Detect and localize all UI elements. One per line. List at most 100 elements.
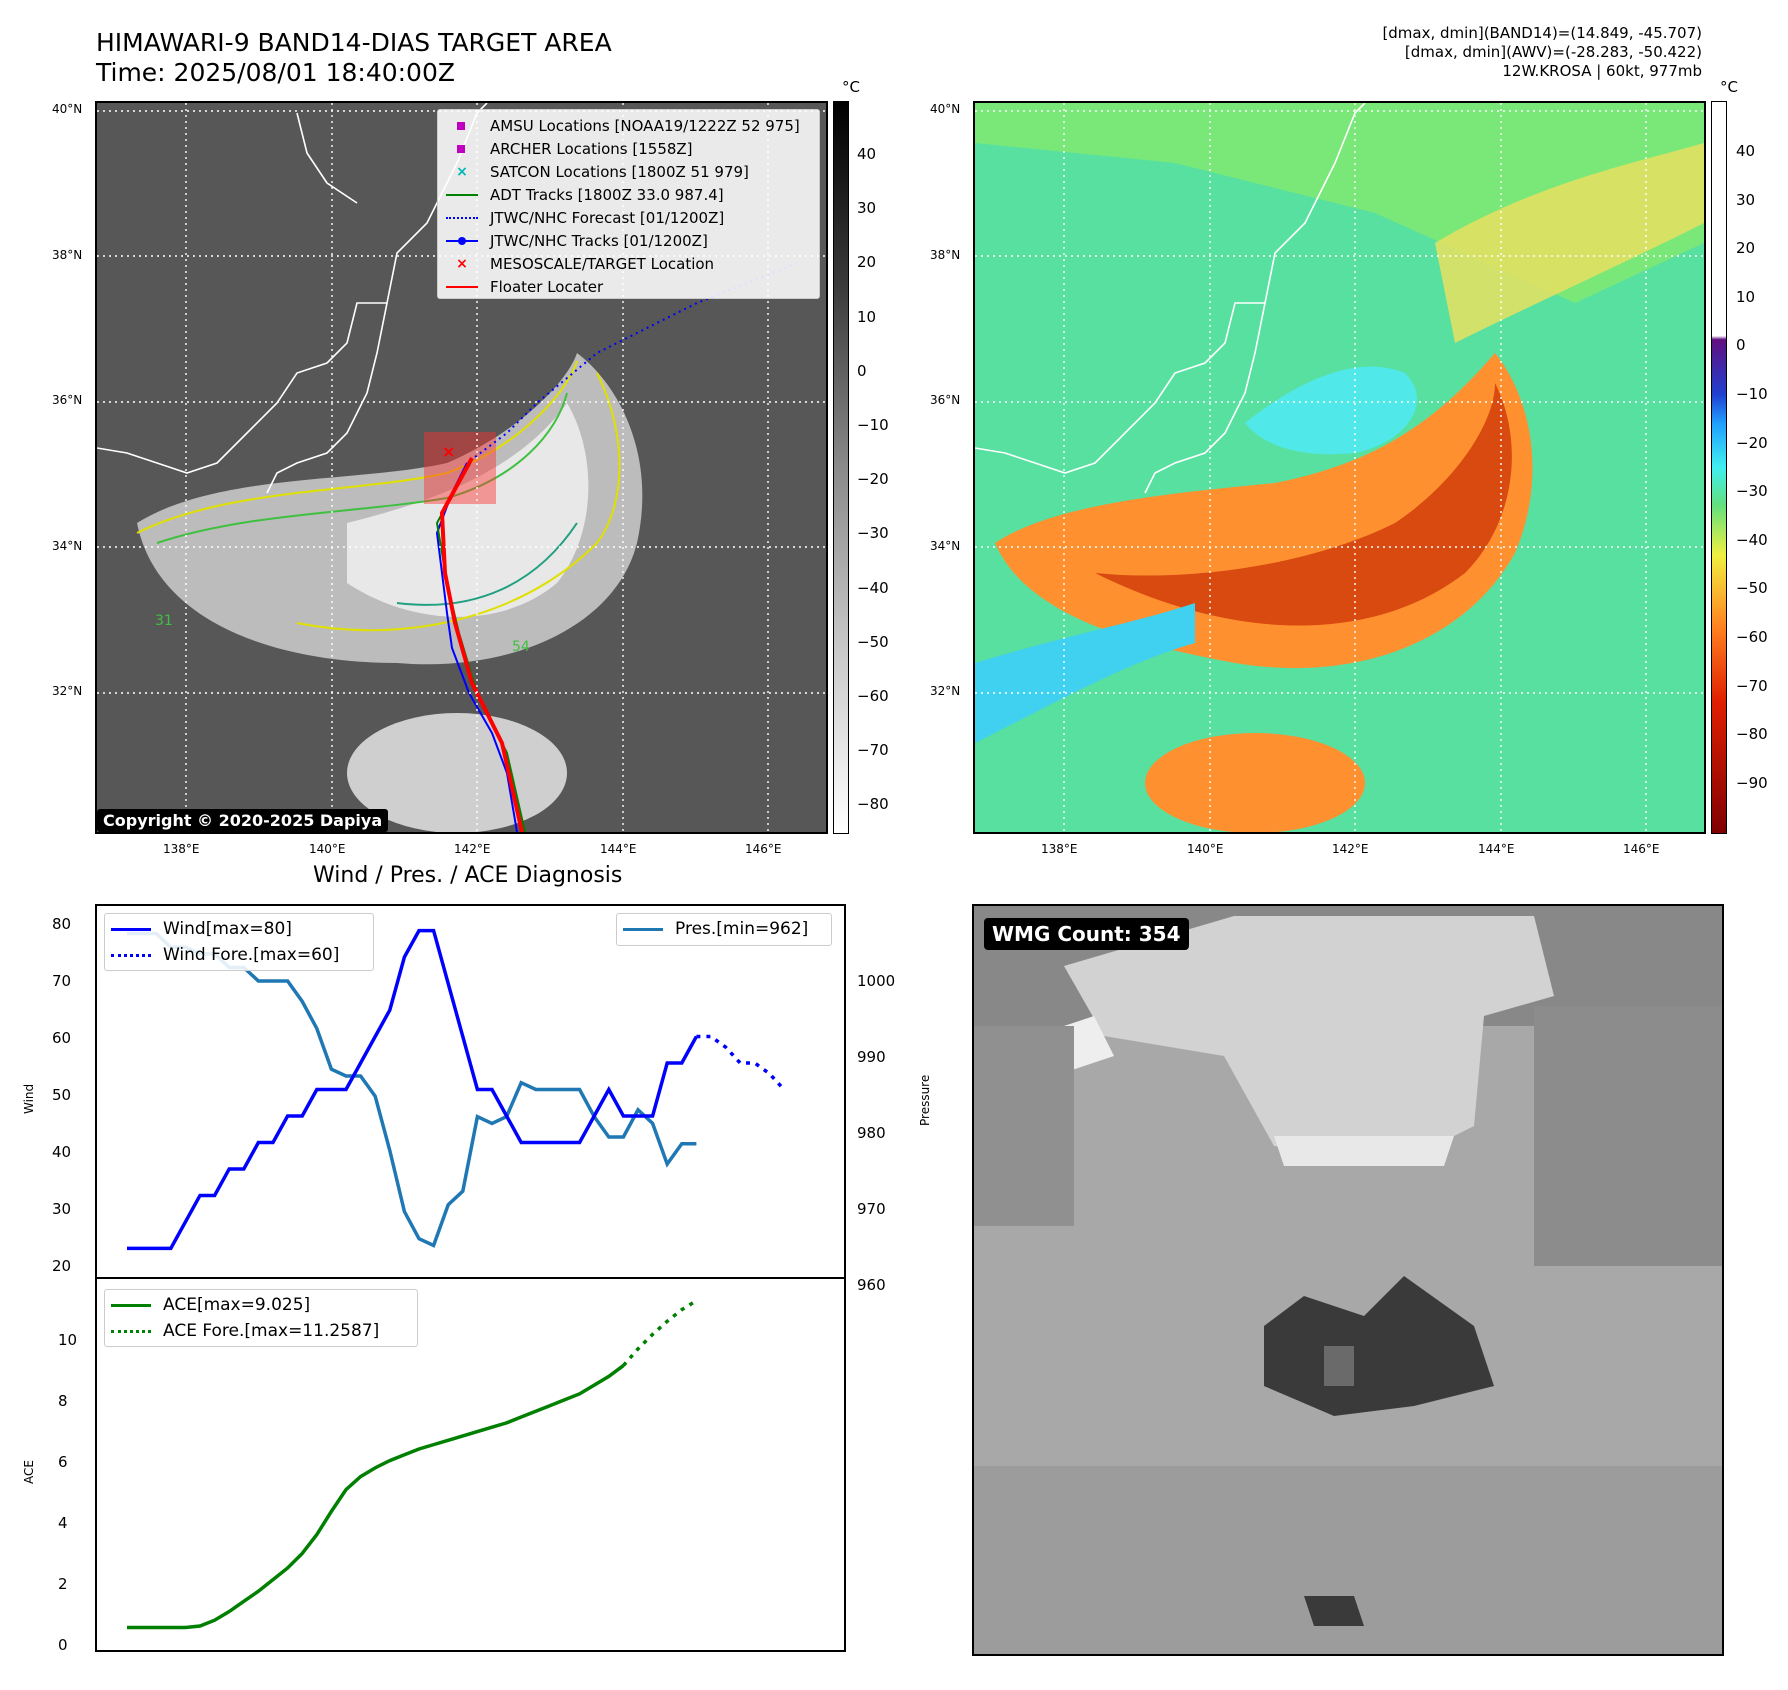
awv-colorbar-tick-5: −10 xyxy=(1736,385,1768,403)
awv-colorbar-tick-4: 0 xyxy=(1736,336,1746,355)
wmg-eye-region xyxy=(1264,1276,1494,1416)
dotted-line-icon xyxy=(111,948,151,962)
awv-south-convection xyxy=(1145,733,1365,832)
legend-satcon: × SATCON Locations [1800Z 51 979] xyxy=(446,160,811,183)
wind-axis-tick-1: 70 xyxy=(52,972,72,990)
x-icon: × xyxy=(456,163,468,180)
ir-lon-142: 142°E xyxy=(454,842,491,856)
wind-axis-tick-6: 20 xyxy=(52,1257,72,1275)
line-icon xyxy=(446,280,478,294)
awv-inner-band xyxy=(1095,383,1512,626)
pressure-axis-tick-2: 980 xyxy=(857,1124,886,1142)
ir-lon-146: 146°E xyxy=(745,842,782,856)
wind-ylabel-wrap: Wind xyxy=(22,1084,42,1132)
target-location-marker: × xyxy=(442,442,455,461)
awv-lon-144: 144°E xyxy=(1478,842,1515,856)
square-icon xyxy=(446,119,478,133)
awv-colorbar-tick-9: −50 xyxy=(1736,579,1768,598)
jtwc-forecast-track xyxy=(466,262,798,464)
ir-lat-40: 40°N xyxy=(52,102,83,116)
ir-lat-38: 38°N xyxy=(52,248,83,262)
awv-lat-36: 36°N xyxy=(930,393,961,407)
legend-ace: ACE[max=9.025] xyxy=(111,1292,411,1318)
coastline-honshu xyxy=(97,302,388,494)
legend-ace-fore-label: ACE Fore.[max=11.2587] xyxy=(163,1321,380,1341)
awv-jet-band xyxy=(1435,143,1704,343)
awv-colorbar-tick-10: −60 xyxy=(1736,628,1768,646)
awv-colorbar-tick-3: 10 xyxy=(1736,287,1756,306)
awv-moist-streak xyxy=(975,603,1195,743)
legend-wind-label: Wind[max=80] xyxy=(163,919,292,939)
jtwc-best-track xyxy=(435,462,518,832)
ace-axis-tick-5: 0 xyxy=(58,1636,68,1654)
wind-series-line xyxy=(127,928,698,1251)
contour-label-31: 31 xyxy=(155,613,173,629)
legend-jtwc-forecast: JTWC/NHC Forecast [01/1200Z] xyxy=(446,206,811,229)
legend-target-label: MESOSCALE/TARGET Location xyxy=(490,254,715,273)
wmg-panel: WMG Count: 354 xyxy=(972,904,1724,1656)
wmg-eye-center xyxy=(1324,1346,1354,1386)
awv-lat-40: 40°N xyxy=(930,102,961,116)
ir-lon-140: 140°E xyxy=(309,842,346,856)
awv-colorbar-tick-13: −90 xyxy=(1736,773,1768,792)
ir-colorbar-tick-7: −30 xyxy=(857,524,889,543)
wmg-right-dark xyxy=(1534,1006,1722,1266)
floater-track xyxy=(439,457,524,832)
wmg-bright-patch-2 xyxy=(1274,1136,1454,1166)
legend-jtwc-forecast-label: JTWC/NHC Forecast [01/1200Z] xyxy=(490,208,725,227)
awv-coastline-honshu xyxy=(975,302,1266,494)
legend-adt: ADT Tracks [1800Z 33.0 987.4] xyxy=(446,183,811,206)
awv-lon-146: 146°E xyxy=(1623,842,1660,856)
pressure-axis-tick-1: 990 xyxy=(857,1048,886,1066)
wind-axis-tick-5: 30 xyxy=(52,1200,72,1218)
line-icon xyxy=(446,188,478,202)
ir-lat-32: 32°N xyxy=(52,684,83,698)
coastline-sado xyxy=(296,112,358,204)
legend-ace-label: ACE[max=9.025] xyxy=(163,1295,311,1315)
awv-lat-34: 34°N xyxy=(930,539,961,553)
ir-colorbar-tick-0: 40 xyxy=(857,145,877,163)
awv-colorbar-tick-1: 30 xyxy=(1736,190,1756,209)
ir-contour-teal xyxy=(396,522,578,606)
ir-contour-green xyxy=(156,392,568,544)
legend-wind: Wind[max=80] xyxy=(111,916,367,942)
legend-target: × MESOSCALE/TARGET Location xyxy=(446,252,811,275)
line-icon xyxy=(623,922,663,936)
legend-satcon-label: SATCON Locations [1800Z 51 979] xyxy=(490,162,749,181)
pressure-axis-tick-0: 1000 xyxy=(857,972,896,990)
legend-amsu-label: AMSU Locations [NOAA19/1222Z 52 975] xyxy=(490,116,800,135)
legend-pres-label: Pres.[min=962] xyxy=(675,919,809,939)
ir-colorbar-tick-12: −80 xyxy=(857,795,889,814)
dotted-line-icon xyxy=(446,211,478,225)
diagnosis-title: Wind / Pres. / ACE Diagnosis xyxy=(313,863,623,888)
wind-axis-tick-3: 50 xyxy=(52,1086,72,1104)
awv-lat-32: 32°N xyxy=(930,684,961,698)
ir-colorbar-tick-9: −50 xyxy=(857,632,889,651)
ace-axis-tick-2: 6 xyxy=(58,1453,68,1471)
ir-colorbar-tick-1: 30 xyxy=(857,199,877,218)
line-icon xyxy=(111,922,151,936)
ace-axis-tick-0: 10 xyxy=(58,1331,78,1349)
wind-axis-tick-0: 80 xyxy=(52,915,72,933)
legend-floater-label: Floater Locater xyxy=(490,277,604,296)
line-icon xyxy=(111,1298,151,1312)
wmg-left-dark xyxy=(974,1026,1074,1226)
awv-colorbar-tick-7: −30 xyxy=(1736,482,1768,501)
ir-lon-138: 138°E xyxy=(163,842,200,856)
ace-ylabel-wrap: ACE xyxy=(22,1460,42,1502)
pressure-ylabel-wrap: Pressure xyxy=(918,1072,938,1152)
pressure-series-line xyxy=(127,931,697,1248)
wmg-dark-spot xyxy=(1304,1596,1364,1626)
awv-colorbar-tick-2: 20 xyxy=(1736,239,1756,258)
square-icon xyxy=(446,142,478,156)
ace-axis-tick-4: 2 xyxy=(58,1575,68,1593)
diagnosis-frame xyxy=(95,904,846,1652)
awv-lon-138: 138°E xyxy=(1041,842,1078,856)
ir-colorbar-tick-2: 20 xyxy=(857,253,877,272)
line-dot-icon xyxy=(446,234,478,248)
legend-archer-label: ARCHER Locations [1558Z] xyxy=(490,139,693,158)
pressure-axis-tick-3: 970 xyxy=(857,1200,886,1218)
legend-ace-fore: ACE Fore.[max=11.2587] xyxy=(111,1318,411,1344)
pressure-legend: Pres.[min=962] xyxy=(616,913,832,946)
pressure-ylabel: Pressure xyxy=(918,1074,932,1126)
